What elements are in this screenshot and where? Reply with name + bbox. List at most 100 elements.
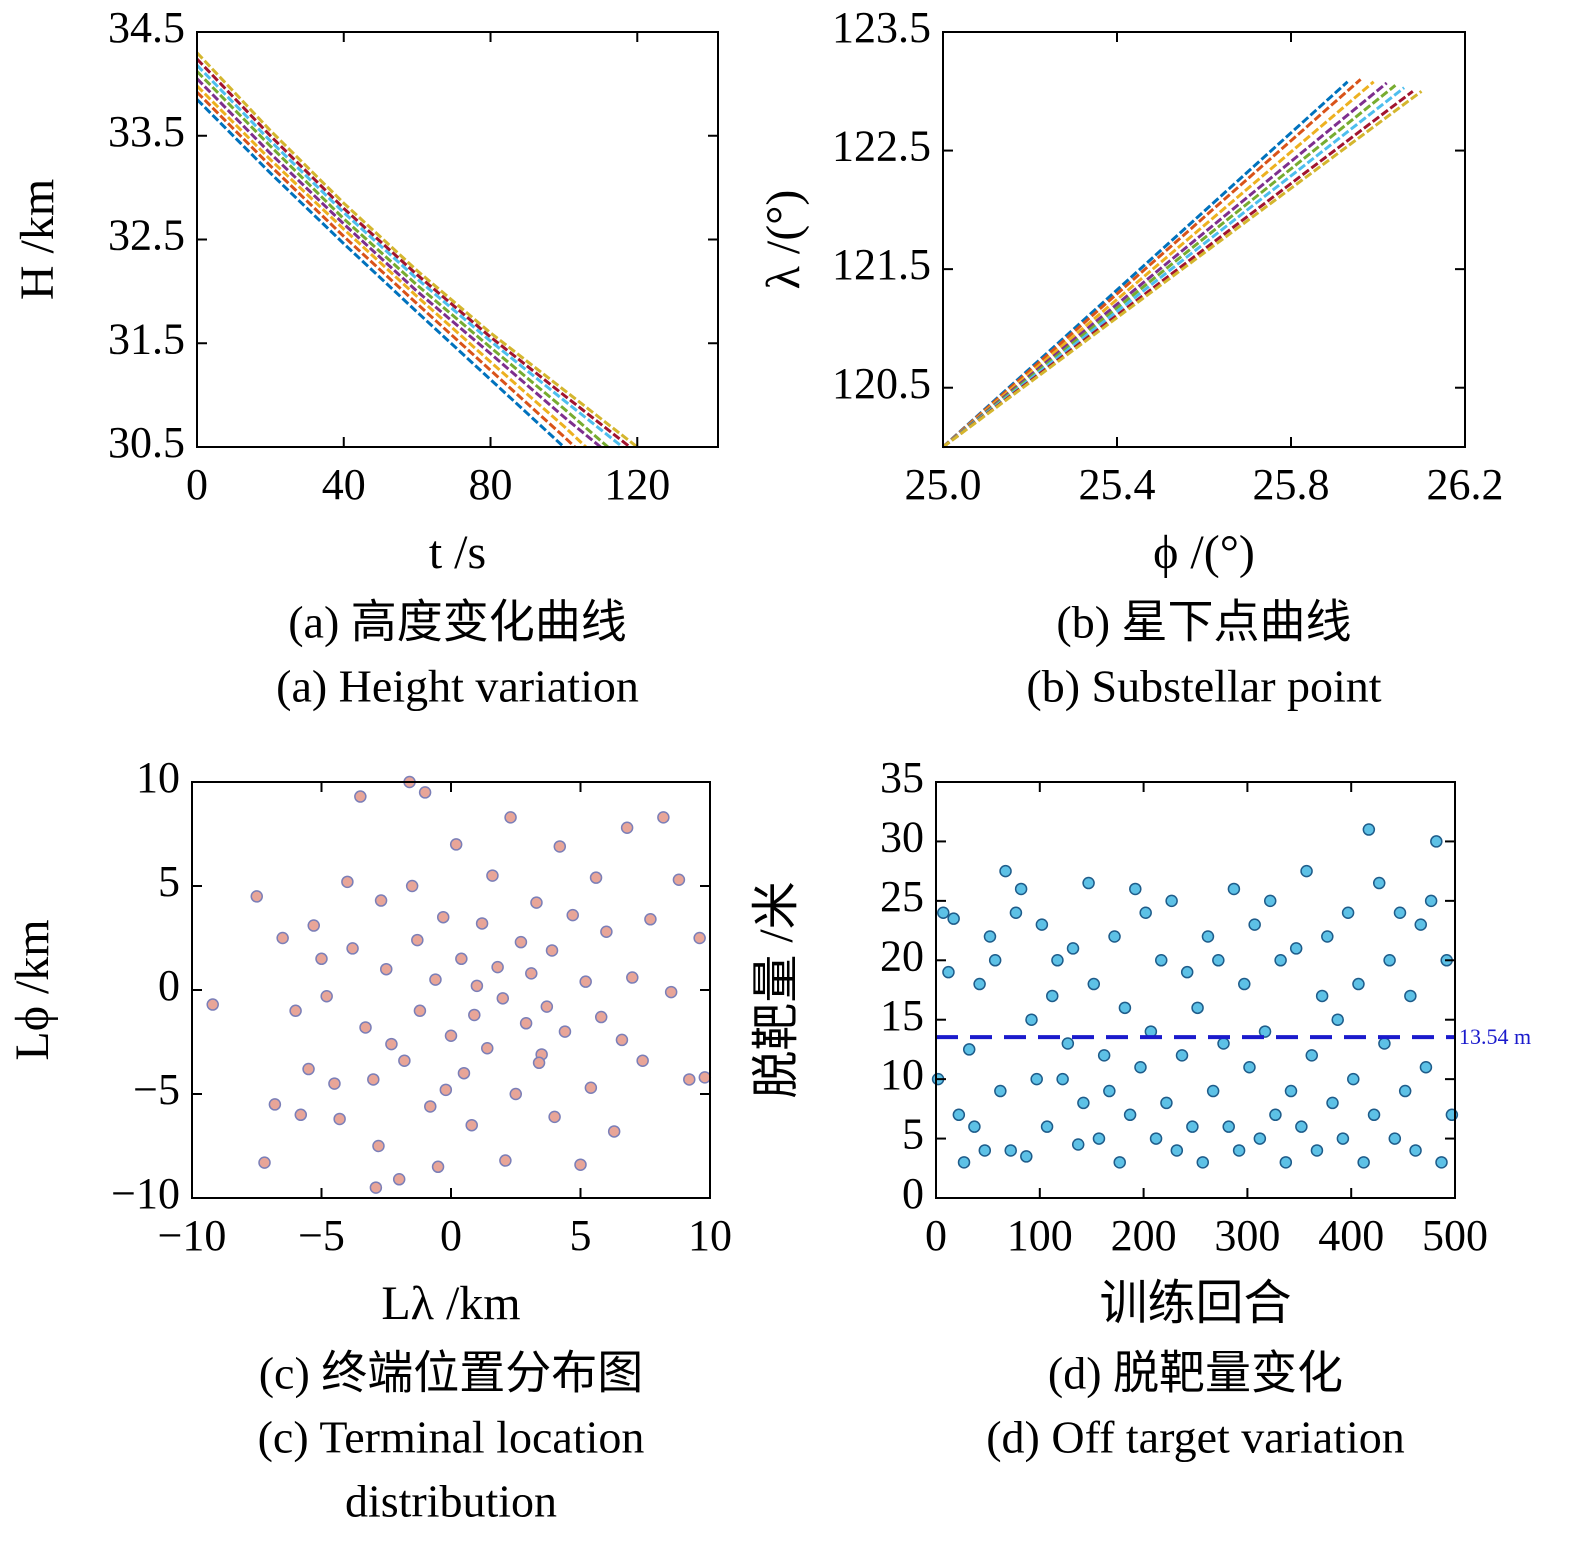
point: [1113, 1156, 1126, 1169]
trajectory: [942, 90, 1423, 449]
y-tick-label: 30: [880, 813, 924, 862]
point: [584, 1081, 598, 1095]
point: [1149, 1132, 1163, 1145]
x-tick-label: 26.2: [1427, 460, 1504, 509]
point: [374, 894, 388, 907]
point: [1056, 1072, 1069, 1086]
axes-frame: [196, 31, 719, 448]
point: [418, 786, 432, 799]
trajectory: [195, 64, 624, 449]
point: [1175, 1049, 1189, 1062]
point: [994, 1084, 1007, 1098]
point: [1263, 894, 1277, 908]
point: [392, 1173, 406, 1186]
point: [1123, 1108, 1137, 1122]
point: [1258, 1025, 1272, 1038]
point: [1097, 1049, 1111, 1062]
point: [1134, 1061, 1147, 1074]
point: [1238, 977, 1251, 991]
y-tick-label: 0: [902, 1169, 924, 1218]
point: [988, 954, 1002, 967]
y-tick-label: 31.5: [108, 314, 185, 363]
point: [411, 933, 424, 947]
point: [1186, 1120, 1199, 1133]
point: [983, 930, 997, 943]
point: [250, 890, 263, 903]
point: [952, 1108, 966, 1122]
point: [1222, 1120, 1235, 1133]
point: [540, 1000, 554, 1013]
x-tick-label: 0: [440, 1211, 462, 1260]
point: [600, 925, 613, 939]
caption: (c) 终端位置分布图: [259, 1348, 644, 1399]
point: [1419, 1061, 1433, 1074]
point: [1014, 882, 1028, 896]
point: [486, 869, 499, 882]
point: [413, 1004, 427, 1018]
point: [436, 910, 450, 924]
caption: (a) Height variation: [276, 661, 639, 712]
point: [1165, 894, 1178, 908]
point: [354, 790, 367, 803]
point: [957, 1156, 971, 1169]
point: [1217, 1037, 1230, 1050]
x-tick-label: 25.0: [905, 460, 982, 509]
x-axis-label: t /s: [429, 526, 486, 579]
axes-frame: [935, 781, 1456, 1199]
point: [206, 998, 219, 1011]
x-axis-label: 训练回合: [1099, 1277, 1291, 1330]
trajectory: [195, 57, 631, 449]
y-axis-label: λ /(°): [757, 190, 810, 290]
point: [545, 944, 559, 957]
trajectory: [942, 78, 1362, 449]
point: [455, 952, 468, 966]
point: [1430, 835, 1443, 848]
point: [1336, 1132, 1350, 1145]
point: [1289, 942, 1303, 955]
point: [1367, 1108, 1381, 1122]
axes-frame: [942, 31, 1466, 448]
point: [1398, 1084, 1412, 1098]
point: [1253, 1132, 1267, 1145]
y-axis-label: H /km: [11, 179, 64, 300]
x-tick-label: −5: [298, 1211, 345, 1260]
point: [1393, 906, 1407, 919]
point: [380, 962, 393, 976]
point: [1248, 918, 1261, 931]
x-tick-label: 100: [1007, 1211, 1073, 1260]
x-tick-label: 10: [688, 1211, 732, 1260]
point: [1414, 918, 1427, 931]
point: [1295, 1120, 1308, 1133]
point: [1284, 1084, 1298, 1098]
y-tick-label: 5: [902, 1110, 924, 1159]
point: [1071, 1138, 1085, 1151]
x-tick-label: 25.8: [1253, 460, 1330, 509]
point: [1352, 977, 1365, 991]
point: [1212, 954, 1225, 967]
point: [1409, 1144, 1422, 1157]
trajectory: [942, 86, 1406, 449]
point: [1326, 1096, 1339, 1110]
point: [1279, 1156, 1293, 1169]
point: [429, 973, 442, 986]
point: [341, 875, 354, 889]
y-tick-label: 120.5: [832, 359, 931, 408]
x-tick-label: 5: [570, 1211, 592, 1260]
point: [470, 979, 484, 993]
point: [424, 1100, 437, 1113]
point: [514, 935, 528, 949]
point: [1321, 930, 1334, 943]
point: [548, 1110, 561, 1124]
point: [405, 879, 419, 893]
point: [1243, 1061, 1256, 1074]
point: [1201, 930, 1215, 943]
point: [1196, 1156, 1210, 1169]
y-tick-label: 32.5: [108, 211, 185, 260]
point: [999, 864, 1012, 878]
point: [509, 1087, 522, 1101]
y-tick-label: 5: [158, 857, 180, 906]
y-tick-label: 30.5: [108, 418, 185, 467]
caption: (b) Substellar point: [1026, 661, 1381, 712]
